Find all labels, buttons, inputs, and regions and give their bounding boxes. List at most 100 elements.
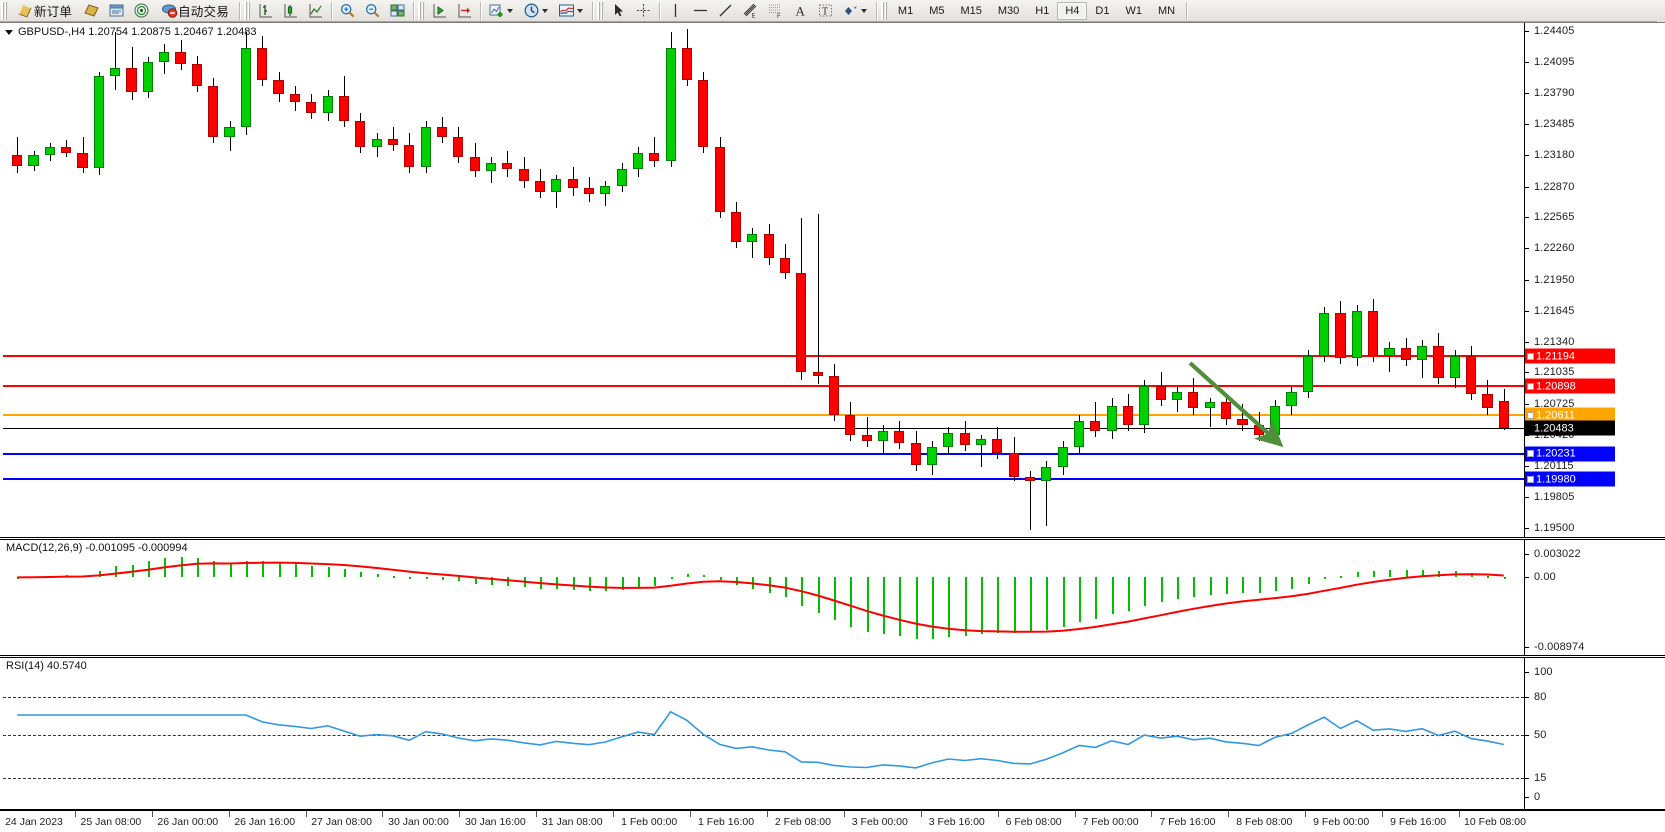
templates-dropdown-caret[interactable] [576,8,585,13]
rsi-tick [1525,797,1529,798]
tile-windows-button[interactable] [386,1,409,21]
price-level-handle[interactable] [1527,450,1534,458]
toolbar-grip-4[interactable] [596,1,604,20]
macd-histogram-bar [1161,577,1163,603]
price-axis[interactable]: 1.24405 1.24095 1.23790 1.23485 1.23180 1.228… [1524,23,1665,537]
chart-container[interactable]: GBPUSD-,H4 1.20754 1.20875 1.20467 1.204… [0,22,1665,832]
fibonacci-button[interactable]: F [764,1,787,21]
autotrading-button[interactable]: 自动交易 [155,1,235,21]
timeframe-h1[interactable]: H1 [1035,4,1050,17]
price-level-handle[interactable] [1527,382,1534,390]
price-axis-label: 1.22260 [1534,242,1575,255]
periods-dropdown-caret[interactable] [541,8,550,13]
line-chart-button[interactable] [304,1,327,21]
price-axis-label: 1.20725 [1534,397,1575,410]
zoom-out-button[interactable] [361,1,384,21]
toolbar-grip-2[interactable] [243,1,251,20]
toolbar-grip-5[interactable] [880,1,888,20]
candlestick-chart-button[interactable] [279,1,302,21]
price-axis-label: 1.20115 [1534,459,1574,472]
candle-bullish [926,446,938,466]
signals-button[interactable] [130,1,153,21]
time-axis[interactable]: 24 Jan 2023 25 Jan 08:00 26 Jan 00:00 26 Ja… [0,810,1665,832]
timeframe-h4[interactable]: H4 [1057,1,1088,20]
chart-collapse-icon[interactable] [5,29,13,35]
shapes-dropdown-caret[interactable] [860,8,869,13]
fibonacci-icon: F [767,2,784,20]
indicators-dropdown-caret[interactable] [506,8,515,13]
price-plot-area[interactable] [3,23,1524,537]
candle-bearish [730,211,742,243]
shapes-icon [842,2,859,19]
vertical-line-button[interactable] [664,1,687,21]
bar-chart-button[interactable] [254,1,277,21]
toolbar-overflow[interactable] [1657,0,1665,22]
macd-histogram-bar [246,561,248,578]
macd-histogram-bar [1030,577,1032,633]
price-level-handle[interactable] [1527,352,1534,360]
timeframe-w1[interactable]: W1 [1125,4,1142,17]
time-separator [228,811,230,817]
price-level-line-resistance[interactable] [3,355,1524,358]
macd-pane[interactable]: MACD(12,26,9) -0.001095 -0.000994 0.0030… [0,539,1665,656]
price-level-label-resistance[interactable]: 1.21194 [1525,348,1615,364]
price-level-label-pivot[interactable]: 1.20611 [1525,407,1615,423]
expert-advisors-button[interactable] [80,1,103,21]
price-level-handle[interactable] [1527,411,1534,419]
new-order-button[interactable]: 新订单 [11,1,78,21]
chart-shift-button[interactable] [453,1,476,21]
candle-wick [752,228,753,259]
periods-button[interactable] [520,1,553,21]
time-axis-label: 7 Feb 00:00 [1082,816,1139,828]
timeframe-d1[interactable]: D1 [1095,4,1110,17]
rsi-pane[interactable]: RSI(14) 40.5740 100 80 50 15 0 [0,657,1665,810]
candle-bullish [600,185,611,194]
price-level-line-support[interactable] [3,452,1524,455]
macd-histogram-bar [605,577,607,591]
shapes-button[interactable] [839,1,872,21]
price-pane[interactable]: GBPUSD-,H4 1.20754 1.20875 1.20467 1.204… [0,23,1665,538]
data-window-button[interactable] [105,1,128,21]
price-level-label-resistance[interactable]: 1.20898 [1525,378,1615,394]
candle-bearish [861,434,872,441]
auto-scroll-button[interactable] [428,1,451,21]
rsi-plot-area[interactable] [3,658,1524,809]
toolbar-grip-1[interactable] [1,1,8,20]
timeframe-mn[interactable]: MN [1157,4,1176,17]
price-level-line-support[interactable] [3,478,1524,481]
candle-bullish [1074,420,1085,447]
toolbar-grip-3[interactable] [417,1,425,20]
candle-bearish [453,136,464,158]
macd-axis[interactable]: 0.003022 0.00 -0.008974 [1524,540,1665,655]
price-tick [1525,279,1529,281]
timeframe-m1[interactable]: M1 [897,4,914,17]
templates-button[interactable] [555,1,588,21]
text-button[interactable]: A [789,1,812,21]
price-level-label-current-price[interactable]: 1.20483 [1525,420,1615,436]
rsi-level-line-80 [3,697,1524,698]
candle-bullish [632,153,644,170]
price-level-label-support[interactable]: 1.19980 [1525,471,1615,487]
crosshair-button[interactable] [632,1,655,21]
timeframe-m15[interactable]: M15 [960,4,982,17]
text-label-button[interactable]: T [814,1,837,21]
auto-scroll-icon [431,2,448,19]
timeframe-m5[interactable]: M5 [929,4,945,17]
time-axis-label: 27 Jan 08:00 [311,816,372,828]
zoom-in-button[interactable] [336,1,359,21]
trendline-button[interactable] [714,1,737,21]
timeframe-m30[interactable]: M30 [997,4,1020,17]
price-level-label-support[interactable]: 1.20231 [1525,446,1615,462]
price-level-line-pivot[interactable] [3,414,1524,417]
horizontal-line-button[interactable] [689,1,712,21]
macd-plot-area[interactable] [3,540,1524,655]
price-level-line-resistance[interactable] [3,385,1524,388]
rsi-axis[interactable]: 100 80 50 15 0 [1524,658,1665,809]
equidistant-channel-button[interactable]: E [739,1,762,21]
candle-bearish [845,414,856,435]
down-trend-arrow[interactable] [1182,353,1302,463]
price-level-handle[interactable] [1527,475,1534,483]
candle-bullish [159,51,170,62]
cursor-button[interactable] [607,1,630,21]
indicators-button[interactable] [485,1,518,21]
